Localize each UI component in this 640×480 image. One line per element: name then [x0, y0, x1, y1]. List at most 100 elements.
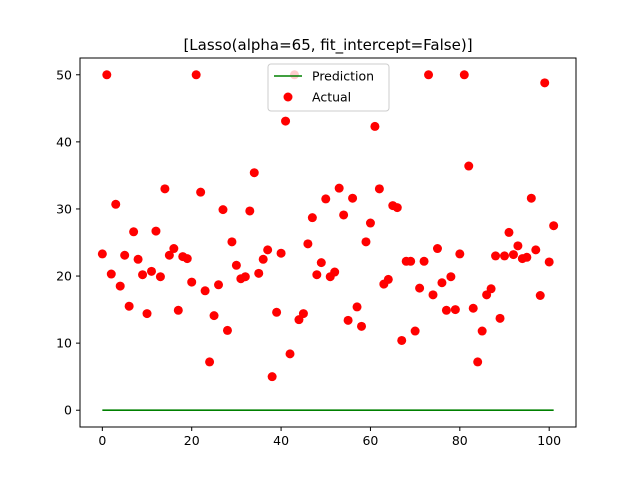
- actual-point-88: [491, 251, 501, 261]
- y-tick-label-40: 40: [56, 134, 72, 149]
- actual-point-26: [214, 280, 224, 290]
- actual-point-97: [531, 245, 541, 255]
- actual-point-4: [115, 281, 125, 291]
- actual-point-85: [477, 326, 487, 336]
- actual-point-34: [249, 168, 259, 178]
- actual-point-79: [450, 305, 460, 315]
- actual-point-74: [428, 290, 438, 300]
- actual-point-70: [410, 326, 420, 336]
- y-axis: 0 10 20 30 40 50: [56, 67, 80, 418]
- actual-point-25: [209, 311, 219, 321]
- actual-point-98: [535, 291, 545, 301]
- actual-point-99: [540, 78, 550, 88]
- actual-point-71: [415, 283, 425, 293]
- actual-point-75: [432, 244, 442, 254]
- actual-point-21: [191, 70, 201, 80]
- actual-point-12: [151, 226, 161, 236]
- actual-point-27: [218, 205, 228, 215]
- actual-point-39: [272, 307, 282, 317]
- axes-frame: [79, 57, 577, 428]
- actual-point-80: [455, 249, 465, 259]
- actual-point-91: [504, 227, 514, 237]
- y-tick-label-20: 20: [56, 269, 72, 284]
- actual-point-10: [142, 309, 152, 319]
- y-tick-label-50: 50: [56, 67, 72, 82]
- actual-point-78: [446, 272, 456, 282]
- actual-point-95: [522, 252, 532, 262]
- actual-point-55: [343, 315, 353, 325]
- actual-point-36: [258, 254, 268, 264]
- actual-point-96: [526, 193, 536, 203]
- actual-point-6: [124, 301, 134, 311]
- actual-point-77: [441, 305, 451, 315]
- actual-point-57: [352, 302, 362, 312]
- actual-point-8: [133, 254, 143, 264]
- actual-point-46: [303, 239, 313, 249]
- plot-area: [97, 70, 559, 412]
- actual-point-76: [437, 278, 447, 288]
- actual-point-41: [281, 116, 291, 126]
- actual-point-40: [276, 248, 286, 258]
- actual-point-37: [263, 245, 273, 255]
- actual-point-53: [334, 183, 344, 193]
- x-tick-label-100: 100: [537, 433, 561, 448]
- actual-point-33: [245, 206, 255, 216]
- actual-point-60: [365, 218, 375, 228]
- actual-point-2: [106, 269, 116, 279]
- x-tick-label-20: 20: [184, 433, 200, 448]
- actual-point-47: [307, 213, 317, 223]
- actual-point-50: [321, 194, 331, 204]
- actual-point-84: [473, 357, 483, 367]
- actual-point-101: [549, 221, 559, 231]
- actual-point-62: [374, 184, 384, 194]
- actual-point-11: [146, 266, 156, 276]
- actual-point-45: [298, 309, 308, 319]
- legend-actual-label: Actual: [312, 90, 351, 105]
- actual-point-22: [196, 187, 206, 197]
- actual-point-5: [120, 250, 130, 260]
- actual-point-83: [468, 303, 478, 313]
- actual-point-64: [383, 274, 393, 284]
- actual-point-3: [111, 199, 121, 209]
- actual-point-7: [129, 227, 139, 237]
- actual-point-1: [102, 70, 112, 80]
- actual-point-73: [424, 70, 434, 80]
- actual-point-89: [495, 313, 505, 323]
- actual-point-49: [316, 258, 326, 268]
- actual-point-19: [182, 254, 192, 264]
- legend: Prediction Actual: [267, 63, 390, 112]
- y-tick-label-30: 30: [56, 201, 72, 216]
- actual-point-48: [312, 270, 322, 280]
- actual-point-14: [160, 184, 170, 194]
- actual-point-13: [155, 272, 165, 282]
- actual-point-54: [339, 210, 349, 220]
- chart-title: [Lasso(alpha=65, fit_intercept=False)]: [183, 36, 472, 55]
- actual-point-28: [222, 325, 232, 335]
- actual-point-58: [357, 321, 367, 331]
- actual-point-29: [227, 237, 237, 247]
- x-tick-label-60: 60: [362, 433, 378, 448]
- actual-point-32: [240, 272, 250, 282]
- actual-point-59: [361, 237, 371, 247]
- actual-point-17: [173, 305, 183, 315]
- actual-point-52: [330, 267, 340, 277]
- actual-point-81: [459, 70, 469, 80]
- actual-point-69: [406, 256, 416, 266]
- actual-point-72: [419, 256, 429, 266]
- x-tick-label-80: 80: [452, 433, 468, 448]
- actual-point-82: [464, 161, 474, 171]
- actual-point-24: [205, 357, 215, 367]
- actual-point-9: [138, 270, 148, 280]
- actual-point-15: [164, 250, 174, 260]
- actual-point-35: [254, 268, 264, 278]
- y-tick-label-0: 0: [64, 403, 72, 418]
- legend-actual-swatch: [283, 92, 293, 102]
- actual-point-30: [231, 260, 241, 270]
- actual-point-87: [486, 284, 496, 294]
- actual-point-42: [285, 349, 295, 359]
- actual-point-66: [392, 203, 402, 213]
- y-tick-label-10: 10: [56, 336, 72, 351]
- actual-point-16: [169, 244, 179, 254]
- actual-point-67: [397, 335, 407, 345]
